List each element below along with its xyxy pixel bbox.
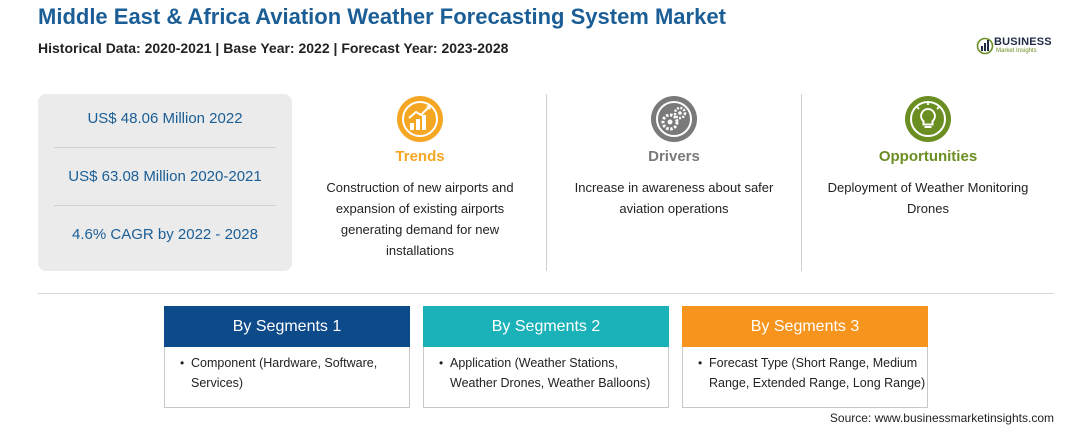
feature-text-line: aviation operations — [619, 201, 729, 216]
segment-body: • Component (Hardware, Software, Service… — [164, 347, 410, 408]
segment-text-line: Forecast Type (Short Range, Medium — [709, 356, 918, 370]
bullet-icon: • — [698, 356, 703, 370]
source-credit: Source: www.businessmarketinsights.com — [829, 411, 1054, 425]
segment-text-line: Application (Weather Stations, — [450, 356, 618, 370]
stat-market-size-historical: US$ 63.08 Million 2020-2021 — [68, 168, 262, 185]
feature-text-line: Drones — [907, 201, 949, 216]
feature-text-line: Deployment of Weather Monitoring — [827, 180, 1029, 195]
segment-text-line: Services) — [191, 376, 244, 390]
feature-text-line: expansion of existing airports — [335, 201, 505, 216]
segment-card-3: By Segments 3 • Forecast Type (Short Ran… — [682, 306, 928, 408]
feature-text: Construction of new airports and expansi… — [300, 177, 540, 261]
column-divider — [546, 94, 547, 271]
feature-title: Opportunities — [878, 148, 978, 165]
feature-text-line: generating demand for new — [340, 222, 500, 237]
segment-text-line: Range, Extended Range, Long Range) — [709, 376, 926, 390]
feature-text-line: Construction of new airports and — [326, 180, 514, 195]
logo-word: BUSINESS — [994, 36, 1052, 48]
feature-title: Drivers — [648, 148, 700, 165]
gears-icon — [651, 96, 697, 142]
segment-header: By Segments 3 — [682, 306, 928, 347]
segment-text-line: Weather Drones, Weather Balloons) — [450, 376, 651, 390]
stat-divider — [54, 147, 276, 148]
segment-header: By Segments 2 — [423, 306, 669, 347]
lightbulb-icon — [905, 96, 951, 142]
segment-card-1: By Segments 1 • Component (Hardware, Sof… — [164, 306, 410, 408]
page-subtitle: Historical Data: 2020-2021 | Base Year: … — [38, 40, 509, 56]
stat-divider — [54, 205, 276, 206]
logo-mark-icon — [976, 37, 994, 55]
feature-text: Deployment of Weather Monitoring Drones — [808, 177, 1048, 219]
business-market-insights-logo: BUSINESS Market Insights — [976, 36, 1058, 58]
section-divider — [38, 293, 1054, 294]
feature-title: Trends — [395, 148, 445, 165]
segment-card-2: By Segments 2 • Application (Weather Sta… — [423, 306, 669, 408]
page-title: Middle East & Africa Aviation Weather Fo… — [38, 4, 726, 29]
bullet-icon: • — [439, 356, 444, 370]
segment-text-line: Component (Hardware, Software, — [191, 356, 378, 370]
stats-panel: US$ 48.06 Million 2022 US$ 63.08 Million… — [38, 94, 292, 271]
feature-text-line: installations — [386, 243, 454, 258]
segment-text: Forecast Type (Short Range, Medium Range… — [709, 353, 927, 393]
feature-text: Increase in awareness about safer aviati… — [554, 177, 794, 219]
stat-cagr: 4.6% CAGR by 2022 - 2028 — [72, 226, 258, 243]
stat-market-size-2022: US$ 48.06 Million 2022 — [87, 110, 243, 127]
bullet-icon: • — [180, 356, 185, 370]
segment-text: Component (Hardware, Software, Services) — [191, 353, 405, 393]
trend-chart-icon — [397, 96, 443, 142]
segment-header: By Segments 1 — [164, 306, 410, 347]
segment-body: • Application (Weather Stations, Weather… — [423, 347, 669, 408]
segment-text: Application (Weather Stations, Weather D… — [450, 353, 668, 393]
logo-tagline: Market Insights — [996, 48, 1037, 54]
feature-text-line: Increase in awareness about safer — [574, 180, 774, 195]
column-divider — [801, 94, 802, 271]
segment-body: • Forecast Type (Short Range, Medium Ran… — [682, 347, 928, 408]
